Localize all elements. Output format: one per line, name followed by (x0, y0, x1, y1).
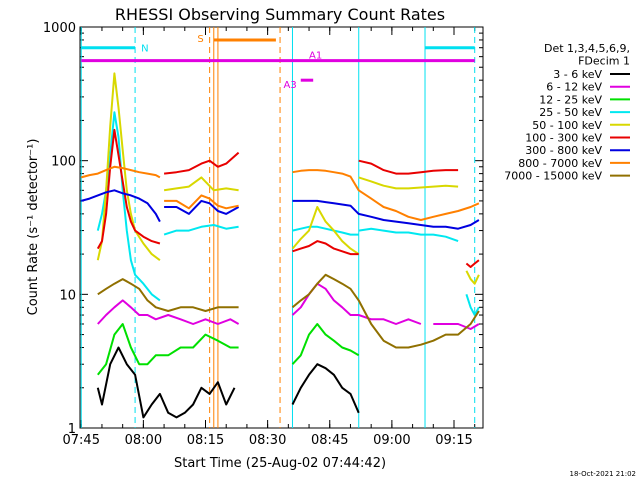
plot-area: 1 10 100 1000 07:45 08:00 08:15 08:30 08:45 09:00… (43, 21, 484, 448)
series-line (291, 363, 360, 414)
legend-label: 50 - 100 keV (532, 119, 602, 132)
series-line (163, 151, 240, 175)
series-line (465, 259, 480, 268)
x-tick-label: 07:45 (63, 433, 100, 448)
series-line (164, 199, 240, 215)
series-line (291, 273, 480, 349)
series-line (292, 169, 480, 221)
series-line (291, 206, 360, 255)
x-tick-label: 08:00 (125, 433, 162, 448)
plot-timestamp: 18-Oct-2021 21:02 (570, 470, 636, 478)
x-tick-label: 08:15 (187, 433, 224, 448)
series-line (465, 270, 480, 285)
series-line (97, 299, 240, 325)
series-line (358, 159, 459, 175)
legend-label: 6 - 12 keV (546, 81, 602, 94)
flag-label: S (197, 34, 203, 45)
legend-label: 7000 - 15000 keV (504, 170, 602, 183)
series-line (291, 323, 360, 365)
legend-label: 12 - 25 keV (539, 93, 602, 106)
chart-title: RHESSI Observing Summary Count Rates (115, 5, 445, 24)
legend-header: Det 1,3,4,5,6,9, (544, 42, 630, 55)
plot-frame (79, 26, 484, 429)
y-tick-label: 1 (68, 422, 76, 437)
series-line (97, 323, 239, 376)
y-tick-label: 10 (59, 288, 76, 303)
series-line (80, 165, 161, 179)
series-line (163, 224, 239, 236)
x-tick-label: 08:45 (311, 433, 348, 448)
series-line (465, 293, 480, 316)
y-tick-label: 100 (51, 155, 76, 170)
x-axis-label: Start Time (25-Aug-02 07:44:42) (174, 456, 386, 471)
x-tick-label: 08:30 (249, 433, 286, 448)
series-line (163, 176, 239, 192)
flag-label: A1 (309, 51, 322, 62)
series-line (292, 225, 359, 236)
series-line (97, 278, 239, 312)
series-line (292, 199, 480, 230)
series-line (164, 194, 239, 210)
x-tick-label: 09:00 (373, 433, 410, 448)
legend-header: FDecim 1 (578, 55, 630, 68)
legend-label: 300 - 800 keV (525, 144, 602, 157)
series-line (96, 128, 161, 250)
legend-label: 3 - 6 keV (553, 68, 602, 81)
x-tick-label: 09:15 (435, 433, 472, 448)
series-line (96, 72, 161, 262)
legend-label: 25 - 50 keV (539, 106, 602, 119)
legend-label: 100 - 300 keV (525, 132, 602, 145)
flag-label: N (141, 44, 148, 55)
series-line (292, 240, 359, 256)
series-line (358, 227, 459, 243)
y-tick-label: 1000 (43, 21, 76, 36)
series-line (96, 346, 236, 419)
series-line (358, 176, 459, 190)
series-line (80, 189, 161, 223)
legend-label: 800 - 7000 keV (518, 157, 602, 170)
y-axis-label: Count Rate (s⁻¹ detector⁻¹) (26, 139, 41, 316)
flag-label: A3 (284, 80, 297, 91)
series-line (433, 323, 480, 330)
